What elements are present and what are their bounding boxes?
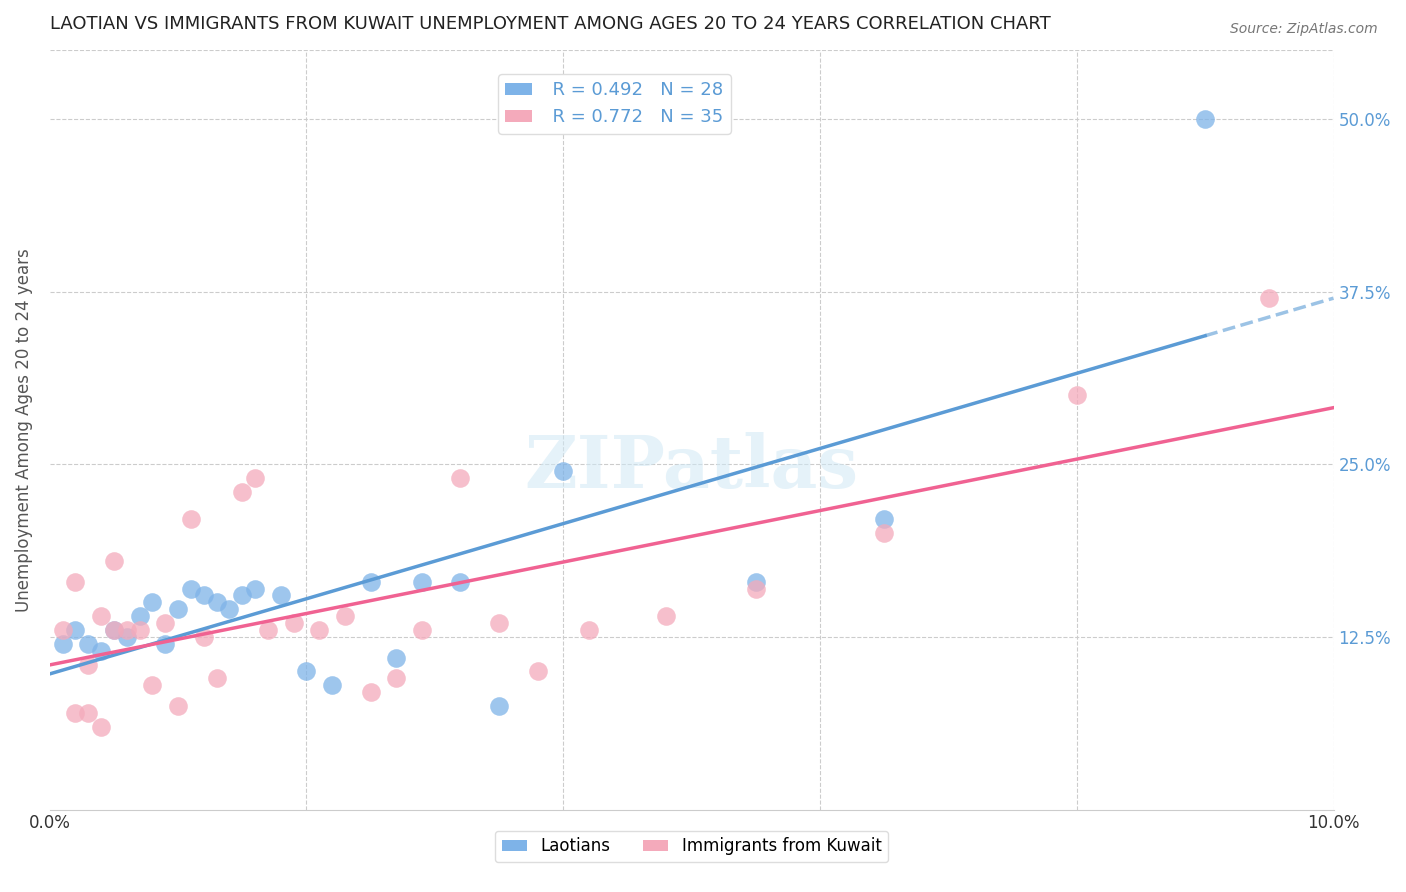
Point: [155, 616, 177, 631]
Point: [128, 623, 150, 637]
Point: [90, 609, 112, 624]
Point: [411, 623, 433, 637]
Point: [450, 471, 472, 485]
Point: [115, 630, 138, 644]
Point: [553, 464, 575, 478]
Point: [65, 706, 87, 720]
Point: [1066, 388, 1088, 402]
Point: [193, 589, 215, 603]
Point: [65, 623, 87, 637]
Point: [243, 582, 266, 596]
Point: [167, 602, 190, 616]
Point: [578, 623, 600, 637]
Point: [231, 484, 253, 499]
Point: [205, 595, 228, 609]
Point: [308, 623, 330, 637]
Point: [655, 609, 678, 624]
Point: [103, 623, 125, 637]
Point: [385, 671, 408, 685]
Point: [141, 595, 163, 609]
Point: [526, 665, 548, 679]
Point: [77, 657, 100, 672]
Text: LAOTIAN VS IMMIGRANTS FROM KUWAIT UNEMPLOYMENT AMONG AGES 20 TO 24 YEARS CORRELA: LAOTIAN VS IMMIGRANTS FROM KUWAIT UNEMPL…: [49, 15, 1050, 33]
Point: [873, 526, 896, 541]
Legend:   R = 0.492   N = 28,   R = 0.772   N = 35: R = 0.492 N = 28, R = 0.772 N = 35: [498, 74, 731, 134]
Point: [360, 574, 382, 589]
Point: [90, 720, 112, 734]
Point: [77, 706, 100, 720]
Point: [243, 471, 266, 485]
Point: [77, 637, 100, 651]
Point: [90, 643, 112, 657]
Point: [411, 574, 433, 589]
Point: [193, 630, 215, 644]
Point: [295, 665, 318, 679]
Point: [488, 616, 510, 631]
Point: [745, 582, 768, 596]
Point: [115, 623, 138, 637]
Point: [51, 637, 73, 651]
Point: [283, 616, 305, 631]
Point: [51, 623, 73, 637]
Point: [321, 678, 343, 692]
Point: [270, 589, 292, 603]
Y-axis label: Unemployment Among Ages 20 to 24 years: Unemployment Among Ages 20 to 24 years: [15, 248, 32, 612]
Point: [218, 602, 240, 616]
Point: [141, 678, 163, 692]
Point: [745, 574, 768, 589]
Point: [488, 698, 510, 713]
Point: [180, 582, 202, 596]
Point: [103, 554, 125, 568]
Text: Source: ZipAtlas.com: Source: ZipAtlas.com: [1230, 22, 1378, 37]
Point: [360, 685, 382, 699]
Point: [1194, 112, 1216, 126]
Text: ZIPatlas: ZIPatlas: [524, 432, 859, 503]
Point: [128, 609, 150, 624]
Point: [333, 609, 356, 624]
Point: [65, 574, 87, 589]
Point: [257, 623, 280, 637]
Point: [155, 637, 177, 651]
Point: [1258, 292, 1281, 306]
Point: [385, 650, 408, 665]
Point: [231, 589, 253, 603]
Point: [167, 698, 190, 713]
Point: [205, 671, 228, 685]
Point: [450, 574, 472, 589]
Point: [180, 512, 202, 526]
Point: [103, 623, 125, 637]
Point: [873, 512, 896, 526]
